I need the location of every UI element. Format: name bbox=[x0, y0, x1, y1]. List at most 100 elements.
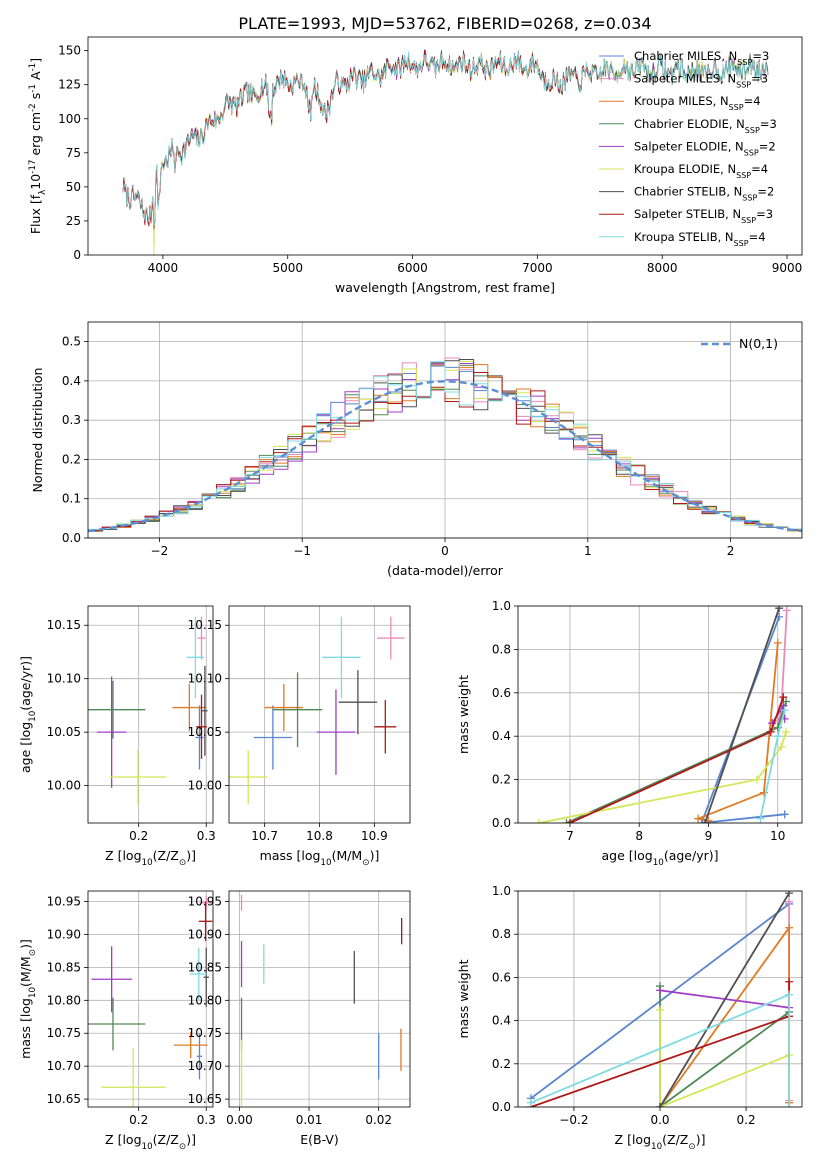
y-axis-label: Normed distribution bbox=[30, 368, 45, 493]
y-tick-label: 10.00 bbox=[47, 779, 81, 793]
age-vs-metallicity-panel: 0.2 0.3 10.00 10.05 10.10 10.15 Z [log10(Z/Z⊙)… bbox=[18, 605, 216, 868]
weight-vs-Z-frame bbox=[517, 890, 803, 1108]
weight-marker-9 bbox=[785, 990, 794, 999]
y-tick-label: 125 bbox=[58, 78, 81, 92]
weight-marker-9 bbox=[785, 1103, 794, 1107]
weight-marker-8 bbox=[565, 819, 574, 823]
y-tick-label: 25 bbox=[66, 214, 81, 228]
age-vs-mass-plot-area bbox=[229, 616, 405, 804]
y-tick-label: 0.5 bbox=[62, 335, 81, 349]
x-axis-label: mass [log10(M/M⊙)] bbox=[260, 848, 380, 868]
residuals-plot-area bbox=[88, 357, 802, 534]
x-tick-label: 1 bbox=[584, 544, 592, 558]
y-tick-label: 10.00 bbox=[188, 779, 222, 793]
weight-marker-1 bbox=[780, 810, 789, 819]
x-tick-label: 7000 bbox=[522, 261, 553, 275]
y-tick-label: 10.95 bbox=[188, 895, 222, 909]
y-tick-label: 10.10 bbox=[188, 672, 222, 686]
y-tick-label: 0.0 bbox=[492, 1100, 511, 1114]
y-tick-label: 10.70 bbox=[188, 1059, 222, 1073]
weight-vs-age-plot-area bbox=[534, 606, 791, 823]
weight-marker-9 bbox=[526, 1098, 535, 1107]
legend-label: Chabrier STELIB, NSSP=2 bbox=[634, 185, 774, 203]
weight-marker-9 bbox=[773, 732, 782, 741]
x-tick-label: 0.0 bbox=[650, 1113, 669, 1127]
y-tick-label: 10.80 bbox=[47, 993, 81, 1007]
y-tick-label: 10.70 bbox=[47, 1059, 81, 1073]
mass-vs-EBV-frame bbox=[228, 890, 411, 1108]
weight-marker-6 bbox=[534, 819, 543, 823]
y-tick-label: 0.1 bbox=[62, 492, 81, 506]
legend-label: Kroupa STELIB, NSSP=4 bbox=[634, 230, 766, 248]
x-tick-label: 2 bbox=[727, 544, 735, 558]
y-tick-label: 10.05 bbox=[47, 725, 81, 739]
mass-vs-Z-plot-area bbox=[88, 896, 213, 1107]
x-tick-label: 4000 bbox=[148, 261, 179, 275]
weight-line-3 bbox=[659, 924, 790, 1107]
x-tick-label: 0.01 bbox=[296, 1113, 323, 1127]
figure-title: PLATE=1993, MJD=53762, FIBERID=0268, z=0… bbox=[238, 14, 651, 33]
y-tick-label: 10.15 bbox=[47, 618, 81, 632]
weight-marker-3 bbox=[694, 814, 703, 823]
y-tick-label: 0.2 bbox=[62, 452, 81, 466]
x-axis-label: age [log10(age/yr)] bbox=[601, 848, 718, 868]
x-axis-label: Z [log10(Z/Z⊙)] bbox=[615, 1132, 706, 1152]
weight-marker-3 bbox=[773, 638, 782, 647]
y-tick-label: 10.05 bbox=[188, 725, 222, 739]
x-axis-label: Z [log10(Z/Z⊙)] bbox=[105, 1132, 196, 1152]
weight-marker-7 bbox=[785, 891, 794, 898]
residual-histogram-panel: −2 −1 0 1 2 0.0 0.1 0.2 0.3 0.4 0.5 (data-model)/er… bbox=[30, 321, 803, 578]
y-tick-label: 0.0 bbox=[492, 816, 511, 830]
y-tick-label: 0.6 bbox=[492, 686, 511, 700]
mass-vs-extinction-panel: 0.00 0.01 0.02 10.65 10.70 10.75 10.80 10.85 10.… bbox=[188, 890, 411, 1147]
y-tick-label: 0.2 bbox=[492, 1057, 511, 1071]
legend-label: Kroupa MILES, NSSP=4 bbox=[634, 94, 761, 112]
weight-marker-7 bbox=[701, 819, 710, 823]
x-tick-label: 5000 bbox=[272, 261, 303, 275]
y-tick-label: 0.0 bbox=[62, 531, 81, 545]
age-vs-Z-plot-area bbox=[88, 616, 208, 804]
weight-line-6 bbox=[538, 731, 787, 823]
y-axis-label: age [log10(age/yr)] bbox=[18, 656, 38, 773]
x-axis-label: E(B-V) bbox=[300, 1132, 339, 1147]
y-tick-label: 0 bbox=[73, 248, 81, 262]
weight-marker-6 bbox=[782, 727, 791, 736]
y-axis-label: Flux [fλ10-17 erg cm-2 s-1 A-1] bbox=[28, 58, 48, 234]
x-tick-label: 0.2 bbox=[737, 1113, 756, 1127]
x-tick-label: 0.00 bbox=[226, 1113, 253, 1127]
weight-vs-age-frame bbox=[517, 605, 803, 824]
x-axis-label: wavelength [Angstrom, rest frame] bbox=[335, 280, 555, 295]
x-tick-label: 9000 bbox=[772, 261, 803, 275]
weight-marker-6 bbox=[656, 1005, 664, 1014]
y-tick-label: 150 bbox=[58, 44, 81, 58]
weight-line-7 bbox=[704, 607, 780, 823]
weight-marker-2 bbox=[782, 606, 791, 615]
y-tick-label: 0.8 bbox=[492, 642, 511, 656]
x-axis-label: Z [log10(Z/Z⊙)] bbox=[105, 848, 196, 868]
weight-marker-8 bbox=[766, 727, 775, 736]
spectrum-line-9 bbox=[122, 51, 769, 226]
y-axis-label: mass [log10(M/M⊙)] bbox=[18, 939, 38, 1059]
weight-vs-metallicity-panel: −0.2 0.0 0.2 0.0 0.2 0.4 0.6 0.8 1.0 Z [log10(Z/Z… bbox=[456, 884, 803, 1152]
legend-label: Chabrier ELODIE, NSSP=3 bbox=[634, 117, 777, 135]
weight-line-3 bbox=[694, 642, 779, 822]
x-tick-label: 0.2 bbox=[129, 829, 148, 843]
weight-line-8 bbox=[569, 696, 785, 823]
y-tick-label: 0.4 bbox=[492, 729, 511, 743]
legend-label: Chabrier MILES, NSSP=3 bbox=[634, 49, 769, 67]
x-tick-label: 0.02 bbox=[365, 1113, 392, 1127]
spectrum-legend: Chabrier MILES, NSSP=3 Salpeter MILES, NS… bbox=[599, 49, 777, 247]
y-tick-label: 0.6 bbox=[492, 970, 511, 984]
weight-marker-7 bbox=[775, 606, 784, 613]
x-tick-label: 9 bbox=[705, 829, 713, 843]
mass-vs-Z-frame bbox=[87, 890, 214, 1108]
weight-marker-1 bbox=[697, 819, 706, 823]
weight-marker-2 bbox=[785, 897, 794, 906]
x-tick-label: 8000 bbox=[647, 261, 678, 275]
spectrum-panel: 4000 5000 6000 7000 8000 9000 0 25 50 75 100 125 150… bbox=[28, 36, 803, 295]
weight-marker-6 bbox=[777, 743, 786, 752]
x-tick-label: 10.9 bbox=[361, 829, 388, 843]
age-vs-mass-frame bbox=[228, 605, 411, 824]
weight-vs-age-panel: 7 8 9 10 0.0 0.2 0.4 0.6 0.8 1.0 age [log10(age/yr… bbox=[456, 599, 803, 868]
